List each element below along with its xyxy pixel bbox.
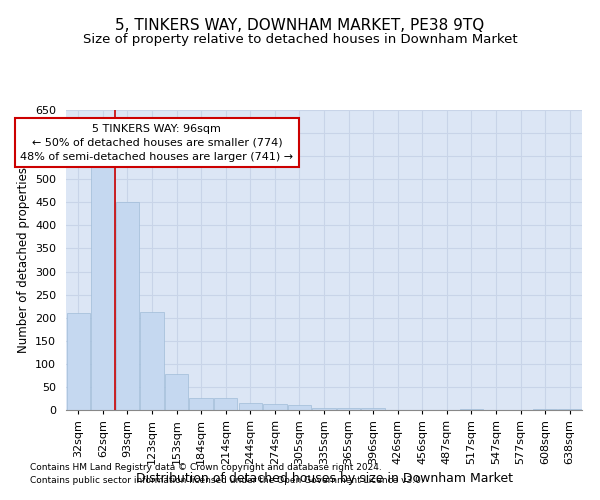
Bar [361, 408, 385, 410]
Bar [190, 398, 213, 410]
Y-axis label: Number of detached properties: Number of detached properties [17, 167, 29, 353]
Bar [165, 374, 188, 410]
Bar [460, 408, 483, 410]
Text: 5, TINKERS WAY, DOWNHAM MARKET, PE38 9TQ: 5, TINKERS WAY, DOWNHAM MARKET, PE38 9TQ [115, 18, 485, 32]
Text: Size of property relative to detached houses in Downham Market: Size of property relative to detached ho… [83, 32, 517, 46]
Text: Contains public sector information licensed under the Open Government Licence v3: Contains public sector information licen… [30, 476, 424, 485]
X-axis label: Distribution of detached houses by size in Downham Market: Distribution of detached houses by size … [136, 472, 512, 486]
Text: 5 TINKERS WAY: 96sqm
← 50% of detached houses are smaller (774)
48% of semi-deta: 5 TINKERS WAY: 96sqm ← 50% of detached h… [20, 124, 293, 162]
Bar [533, 408, 557, 410]
Text: Contains HM Land Registry data © Crown copyright and database right 2024.: Contains HM Land Registry data © Crown c… [30, 464, 382, 472]
Bar [263, 404, 287, 410]
Bar [337, 408, 360, 410]
Bar [67, 313, 90, 410]
Bar [91, 163, 115, 410]
Bar [140, 312, 164, 410]
Bar [313, 408, 335, 410]
Bar [558, 408, 581, 410]
Bar [116, 202, 139, 410]
Bar [239, 403, 262, 410]
Bar [214, 398, 238, 410]
Bar [288, 406, 311, 410]
